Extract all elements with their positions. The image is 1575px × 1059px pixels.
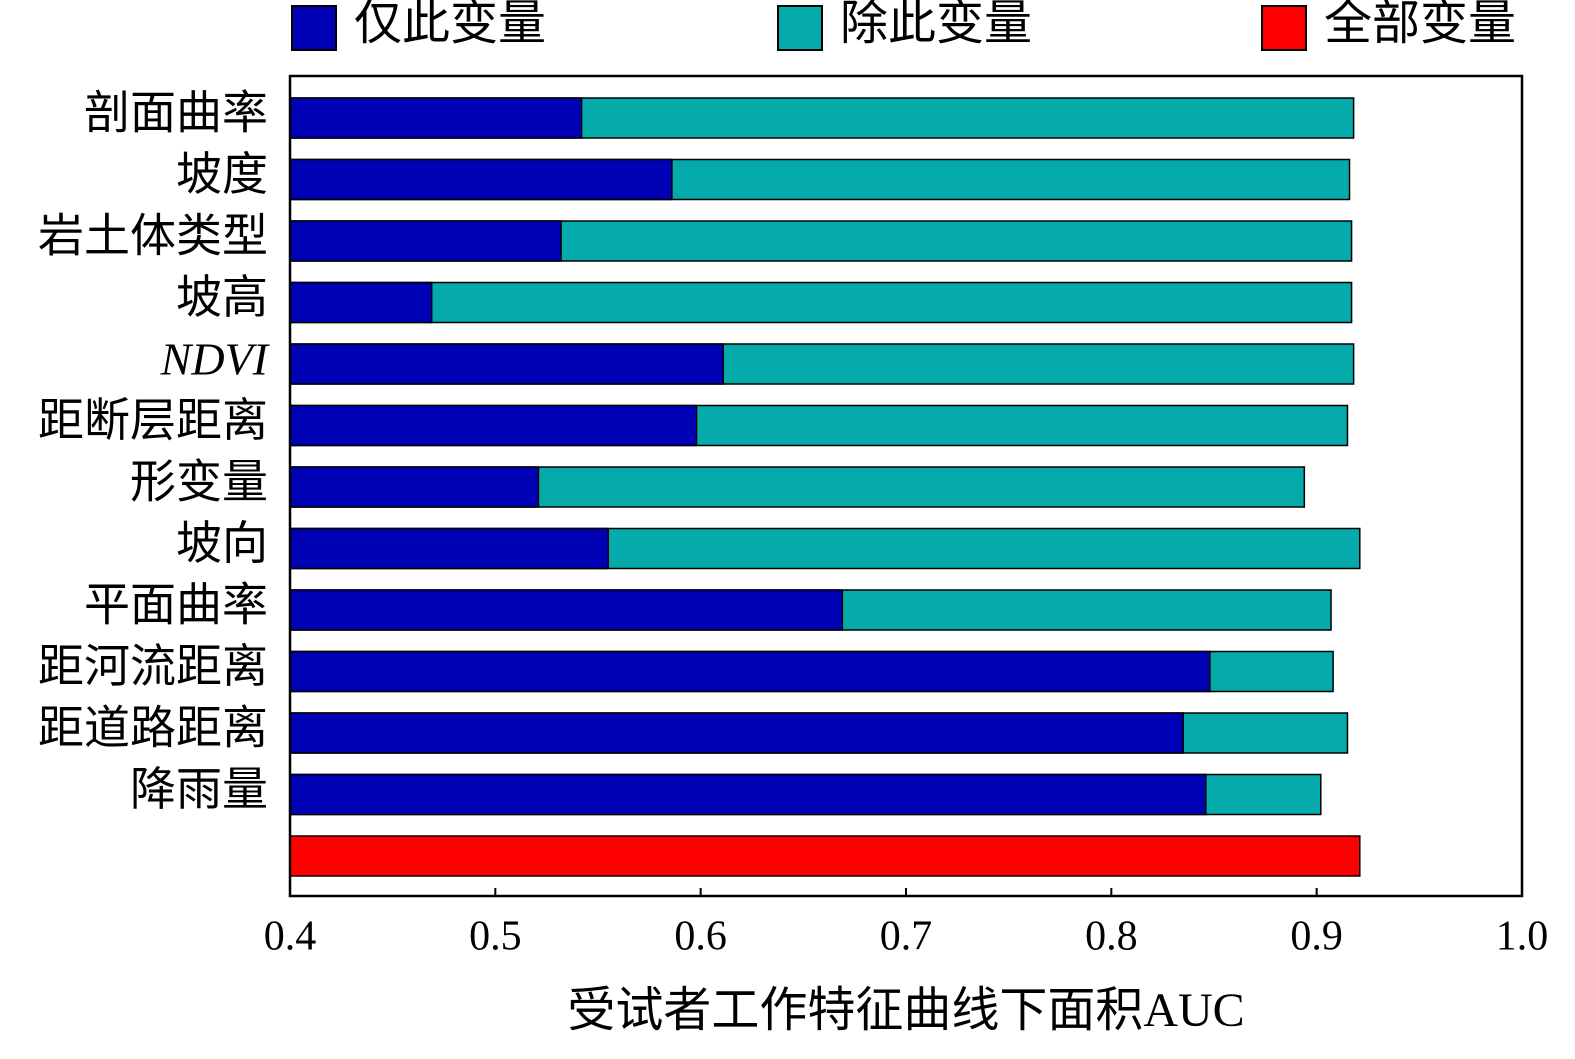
bar [289,281,1353,324]
y-tick-label: 距断层距离 [38,395,268,446]
bar [289,220,562,262]
bar [289,773,1207,816]
legend-label: 除此变量 [840,0,1032,50]
legend-swatch [1261,5,1307,51]
y-tick-label: 形变量 [130,457,268,508]
legend-label: 仅此变量 [354,0,546,50]
y-tick-label: 距河流距离 [38,641,268,692]
y-tick-label: 平面曲率 [84,580,268,631]
x-axis-label: 受试者工作特征曲线下面积AUC [567,984,1244,1037]
bar [289,158,673,201]
bar [289,97,583,139]
y-tick-label: 岩土体类型 [38,211,268,262]
bar [289,281,433,324]
x-tick-label: 0.5 [469,914,522,960]
y-tick-label: 坡度 [176,149,268,200]
x-tick-label: 0.6 [674,914,727,960]
x-tick-label: 0.8 [1085,914,1138,960]
x-tick-label: 1.0 [1496,914,1549,960]
y-tick-label: 降雨量 [130,764,268,815]
x-tick-label: 0.9 [1290,914,1343,960]
y-tick-label: 剖面曲率 [84,88,268,139]
y-tick-label: 距道路距离 [38,703,268,754]
bar [289,650,1211,693]
bar [289,343,725,385]
bar [289,589,844,631]
bar [289,527,610,570]
y-tick-label: 坡高 [176,272,268,323]
legend-label: 全部变量 [1324,0,1516,50]
bar [289,404,698,447]
x-tick-label: 0.4 [264,914,317,960]
bar [289,712,1184,754]
legend-swatch [291,5,337,51]
legend-swatch [777,5,823,51]
bar [289,835,1361,877]
y-tick-label: NDVI [160,334,271,385]
x-tick-label: 0.7 [880,914,933,960]
y-tick-label: 坡向 [176,518,268,569]
bar [289,466,540,508]
